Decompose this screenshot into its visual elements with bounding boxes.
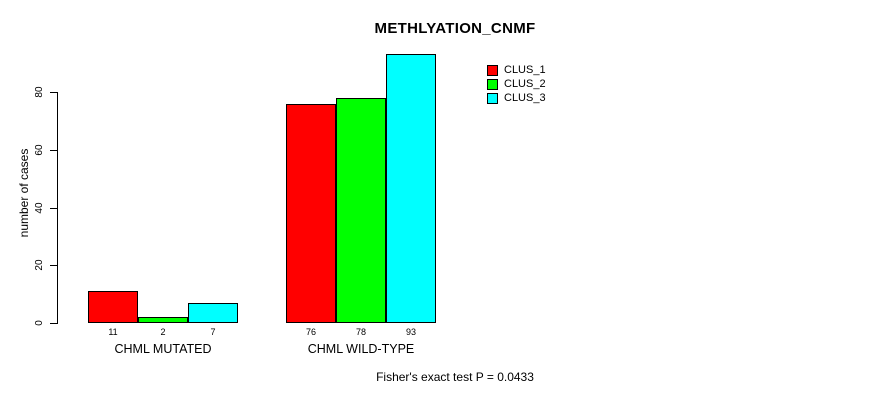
bar-clus_1-group2	[286, 104, 336, 323]
y-tick-label: 20	[34, 259, 45, 271]
bar-clus_1-group1	[88, 291, 138, 323]
bar-value-label: 76	[305, 327, 316, 337]
legend-label: CLUS_2	[504, 78, 546, 90]
annotation-text: Fisher's exact test P = 0.0433	[376, 370, 534, 384]
y-tick	[50, 265, 57, 266]
legend-item: CLUS_1	[487, 65, 546, 76]
bar-clus_3-group1	[188, 303, 238, 323]
legend: CLUS_1 CLUS_2 CLUS_3	[487, 65, 546, 107]
y-tick-label: 0	[34, 320, 45, 326]
y-tick	[50, 92, 57, 93]
y-tick-label: 60	[34, 144, 45, 156]
y-tick	[50, 150, 57, 151]
legend-swatch-clus_3	[487, 93, 498, 104]
bar-value-label: 11	[108, 327, 118, 337]
y-axis-line	[57, 92, 58, 324]
legend-item: CLUS_2	[487, 79, 546, 90]
y-tick	[50, 208, 57, 209]
bar-clus_2-group1	[138, 317, 188, 323]
legend-item: CLUS_3	[487, 93, 546, 104]
legend-swatch-clus_1	[487, 65, 498, 76]
legend-label: CLUS_3	[504, 92, 546, 104]
legend-swatch-clus_2	[487, 79, 498, 90]
bar-value-label: 93	[405, 327, 416, 337]
y-tick-label: 80	[34, 86, 45, 98]
bar-clus_3-group2	[386, 54, 436, 323]
x-group-label: CHML MUTATED	[114, 342, 212, 356]
y-tick-label: 40	[34, 202, 45, 214]
bar-value-label: 78	[355, 327, 366, 337]
y-axis-label: number of cases	[17, 148, 31, 238]
chart-title: METHLYATION_CNMF	[374, 20, 536, 37]
bar-clus_2-group2	[336, 98, 386, 323]
legend-label: CLUS_1	[504, 64, 546, 76]
bar-value-label: 2	[160, 327, 166, 337]
bar-value-label: 7	[210, 327, 216, 337]
y-tick	[50, 323, 57, 324]
x-group-label: CHML WILD-TYPE	[307, 342, 415, 356]
